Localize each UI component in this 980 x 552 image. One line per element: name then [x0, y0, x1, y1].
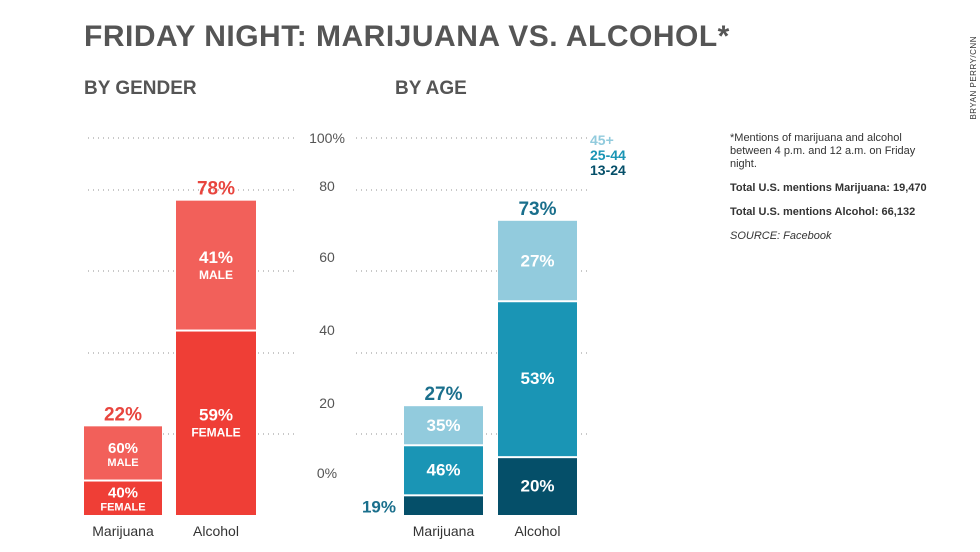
- gender-total-label: 22%: [104, 404, 142, 425]
- gender-segment-name: MALE: [199, 268, 233, 282]
- age-segment-value: 35%: [426, 416, 460, 435]
- legend-item-13-24: 13-24: [590, 162, 626, 178]
- age-total-label: 27%: [424, 384, 462, 405]
- gender-bar-segment: [176, 200, 256, 330]
- age-bar-segment: [404, 406, 483, 445]
- age-bar-segment: [498, 220, 577, 301]
- y-tick-label: 0%: [317, 465, 337, 481]
- age-legend: 45+ 25-44 13-24: [590, 133, 626, 178]
- gender-segment-name: MALE: [107, 457, 138, 469]
- gender-segment-value: 60%: [108, 440, 138, 457]
- notes-panel: *Mentions of marijuana and alcohol betwe…: [730, 132, 945, 254]
- age-bar-segment: [404, 446, 483, 495]
- gender-bar-segment: [176, 331, 256, 515]
- age-segment-value: 20%: [520, 477, 554, 496]
- age-segment-value: 27%: [520, 252, 554, 271]
- age-segment-value: 53%: [520, 369, 554, 388]
- age-bar-segment: [498, 302, 577, 457]
- footnote: *Mentions of marijuana and alcohol betwe…: [730, 132, 916, 170]
- age-total-label: 73%: [518, 199, 556, 220]
- gender-segment-name: FEMALE: [100, 501, 145, 513]
- age-segment-value: 19%: [362, 498, 396, 517]
- age-category-label: Alcohol: [515, 523, 561, 539]
- y-tick-label: 20: [319, 395, 335, 411]
- legend-item-25-44: 25-44: [590, 147, 626, 163]
- gender-segment-name: FEMALE: [191, 425, 240, 439]
- age-heading: BY AGE: [395, 78, 467, 99]
- age-bar-segment: [404, 496, 483, 515]
- gender-segment-value: 41%: [199, 248, 233, 267]
- legend-item-45-plus: 45+: [590, 132, 614, 148]
- gender-bar-segment: [84, 481, 162, 515]
- y-tick-label: 100%: [309, 130, 345, 146]
- gender-total-label: 78%: [197, 179, 235, 200]
- age-category-label: Marijuana: [413, 523, 475, 539]
- age-bar-segment: [498, 458, 577, 515]
- gender-segment-value: 40%: [108, 484, 138, 501]
- y-tick-label: 40: [319, 322, 335, 338]
- chart-title: FRIDAY NIGHT: MARIJUANA VS. ALCOHOL*: [84, 20, 730, 53]
- marijuana-total: Total U.S. mentions Marijuana: 19,470: [730, 182, 927, 194]
- y-tick-label: 60: [319, 249, 335, 265]
- gender-category-label: Alcohol: [193, 523, 239, 539]
- age-segment-value: 46%: [426, 460, 460, 479]
- gender-bar-segment: [84, 426, 162, 480]
- source-note: SOURCE: Facebook: [730, 230, 832, 242]
- alcohol-total: Total U.S. mentions Alcohol: 66,132: [730, 206, 916, 218]
- gender-category-label: Marijuana: [92, 523, 154, 539]
- gender-heading: BY GENDER: [84, 78, 197, 99]
- y-tick-label: 80: [319, 178, 335, 194]
- gender-segment-value: 59%: [199, 405, 233, 424]
